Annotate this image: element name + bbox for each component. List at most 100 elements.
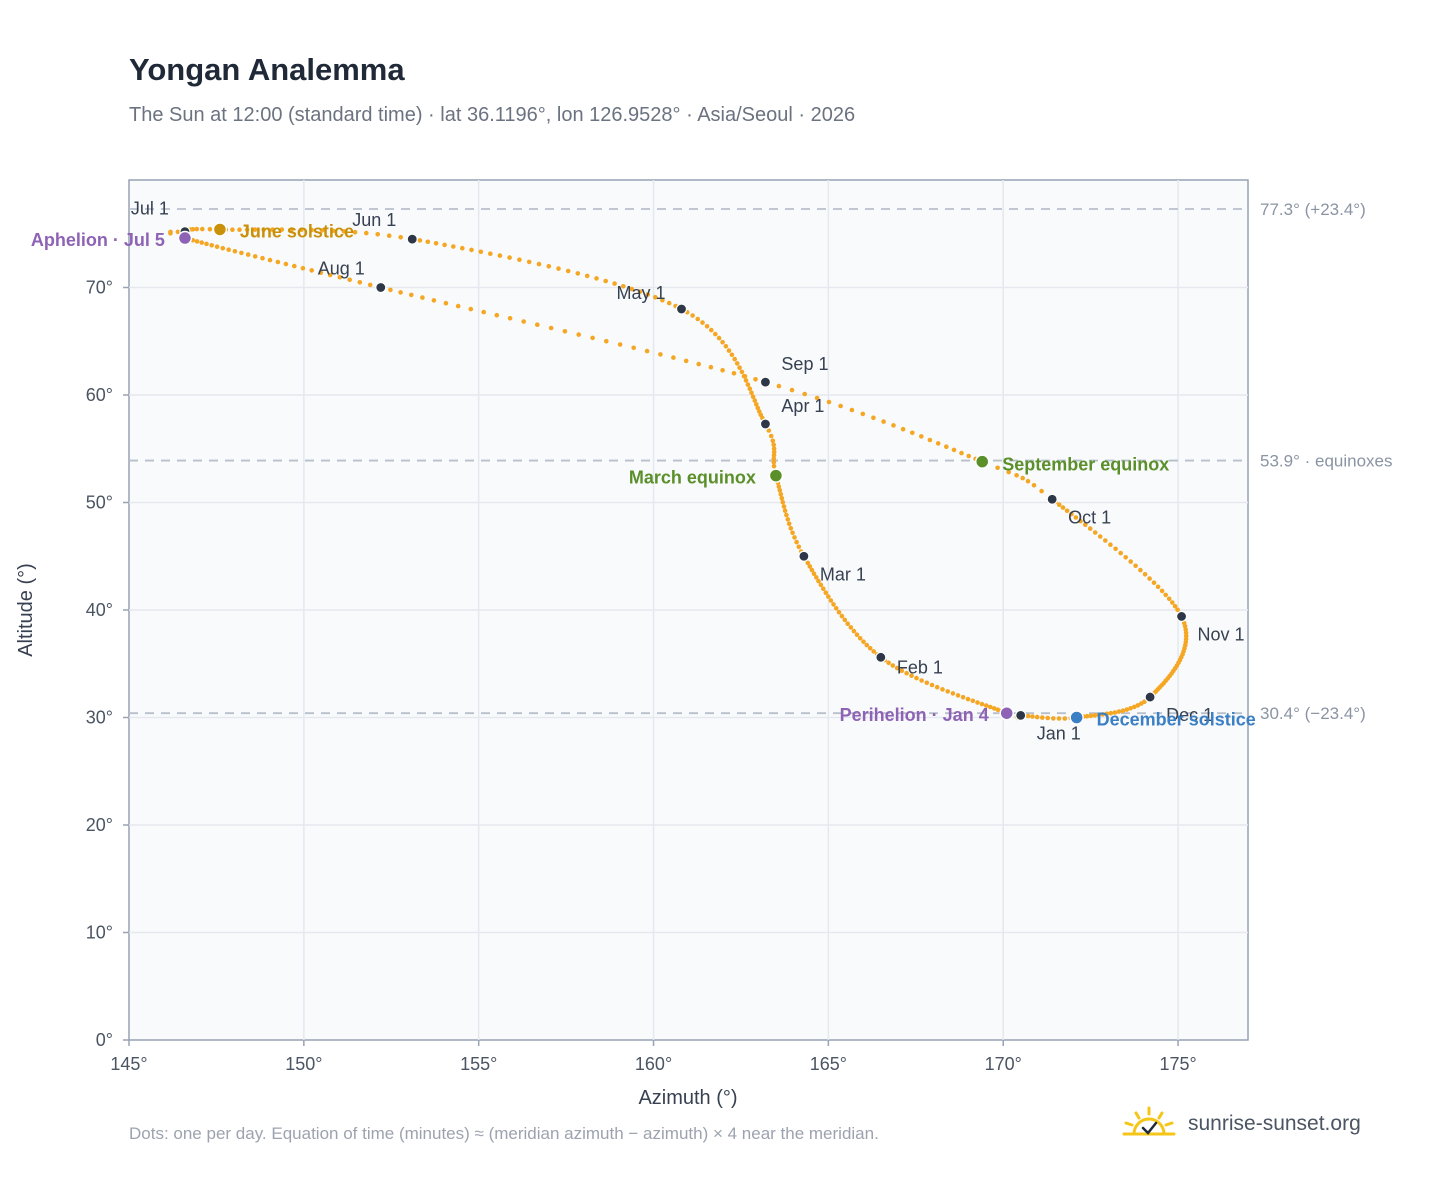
daily-sun-dot (927, 437, 933, 443)
daily-sun-dot (919, 434, 924, 439)
daily-sun-dot (788, 526, 794, 531)
daily-sun-dot (1092, 713, 1098, 718)
month-marker (1175, 610, 1188, 623)
daily-sun-dot (899, 668, 905, 673)
daily-sun-dot (757, 409, 762, 414)
brand-text: sunrise-sunset.org (1188, 1112, 1361, 1135)
daily-sun-dot (1056, 716, 1062, 721)
event-label: Perihelion · Jan 4 (840, 705, 989, 725)
daily-sun-dot (1056, 502, 1062, 508)
daily-sun-dot (900, 426, 906, 432)
daily-sun-dot (1128, 706, 1133, 711)
month-label: Jul 1 (131, 199, 169, 219)
daily-sun-dot (737, 365, 742, 371)
sun-check-icon (1122, 1106, 1176, 1136)
month-label: Aug 1 (318, 259, 365, 279)
daily-sun-dot (645, 292, 651, 297)
daily-sun-dot (214, 244, 220, 249)
daily-sun-dot (792, 535, 797, 540)
daily-sun-dot (857, 636, 863, 641)
daily-sun-dot (780, 500, 786, 505)
reference-lines: 77.3° (+23.4°) 53.9° · equinoxes 30.4° (−2… (129, 200, 1393, 723)
daily-sun-dot (420, 295, 425, 300)
daily-sun-dot (1088, 713, 1094, 719)
y-tick-label: 60° (86, 385, 113, 405)
daily-sun-dot (771, 456, 777, 461)
daily-sun-dot (1083, 522, 1088, 528)
month-label: Sep 1 (781, 354, 828, 374)
daily-sun-dot (1172, 603, 1178, 609)
daily-sun-dot (1133, 563, 1138, 569)
daily-sun-dot (1020, 475, 1025, 481)
daily-sun-dot (894, 665, 900, 671)
month-marker (798, 550, 810, 562)
daily-sun-dot (671, 355, 676, 360)
daily-sun-dot (617, 342, 623, 347)
daily-sun-dot (720, 339, 725, 345)
chart-subtitle: The Sun at 12:00 (standard time) · lat 3… (129, 104, 856, 126)
daily-sun-dot (546, 264, 552, 269)
daily-sun-dot (739, 369, 745, 375)
daily-sun-dot (237, 227, 242, 232)
daily-sun-dot (1040, 715, 1045, 720)
daily-sun-dot (771, 449, 777, 455)
daily-sun-dot (226, 247, 231, 252)
daily-sun-dot (1183, 630, 1189, 635)
daily-sun-dot (1175, 607, 1180, 613)
daily-sun-dot (367, 282, 373, 288)
daily-sun-dot (433, 241, 439, 246)
daily-sun-dot (950, 691, 956, 696)
daily-sun-dot (708, 364, 714, 370)
daily-sun-dot (1118, 550, 1123, 556)
y-tick-label: 70° (86, 278, 113, 298)
daily-sun-dot (1103, 538, 1108, 543)
daily-sun-dot (755, 405, 761, 411)
daily-sun-dot (536, 261, 542, 267)
daily-sun-dot (786, 521, 792, 527)
daily-sun-dot (398, 235, 404, 240)
daily-sun-dot (575, 271, 581, 276)
daily-sun-dot (292, 263, 297, 269)
daily-sun-dot (959, 450, 964, 456)
daily-sun-dot (230, 227, 235, 232)
daily-sun-dot (914, 675, 919, 681)
daily-sun-dot (1014, 473, 1019, 478)
event-marker (768, 468, 784, 483)
daily-sun-dot (283, 261, 289, 267)
daily-sun-dot (838, 403, 843, 409)
daily-sun-dot (1132, 704, 1137, 710)
axis-ticks: 145° 150° 155° 160° 165° 170° 175° 0° 10° 20° 30° 4… (86, 278, 1197, 1075)
daily-sun-dot (929, 682, 935, 688)
daily-sun-dot (1039, 488, 1044, 494)
daily-sun-dot (975, 700, 980, 705)
month-marker (375, 281, 387, 294)
daily-sun-dot (1104, 711, 1110, 717)
daily-sun-dot (168, 231, 173, 236)
daily-sun-dot (1006, 469, 1011, 475)
month-label: Jun 1 (352, 210, 396, 230)
brand[interactable]: sunrise-sunset.org (1122, 1104, 1361, 1144)
daily-sun-dot (1147, 576, 1152, 581)
daily-sun-dot (826, 594, 831, 599)
daily-sun-dot (966, 453, 971, 459)
daily-sun-dot (842, 617, 848, 623)
month-label: Oct 1 (1068, 507, 1111, 527)
daily-sun-dot (833, 606, 839, 611)
daily-sun-dot (690, 313, 695, 318)
event-label: September equinox (1002, 455, 1169, 475)
daily-sun-dot (252, 227, 258, 232)
daily-sun-dot (425, 239, 431, 245)
daily-sun-dot (666, 300, 672, 306)
y-tick-label: 20° (86, 815, 113, 835)
daily-sun-dot (1108, 542, 1113, 547)
daily-sun-dot (890, 663, 896, 668)
daily-sun-dot (771, 459, 777, 465)
daily-sun-dot (442, 242, 447, 248)
daily-sun-dot (1069, 511, 1074, 517)
x-tick-label: 150° (285, 1054, 322, 1074)
daily-sun-dot (252, 254, 258, 259)
footnote: Dots: one per day. Equation of time (min… (129, 1124, 879, 1143)
daily-sun-dot (603, 278, 608, 284)
y-tick-label: 40° (86, 600, 113, 620)
daily-sun-dot (455, 303, 461, 309)
